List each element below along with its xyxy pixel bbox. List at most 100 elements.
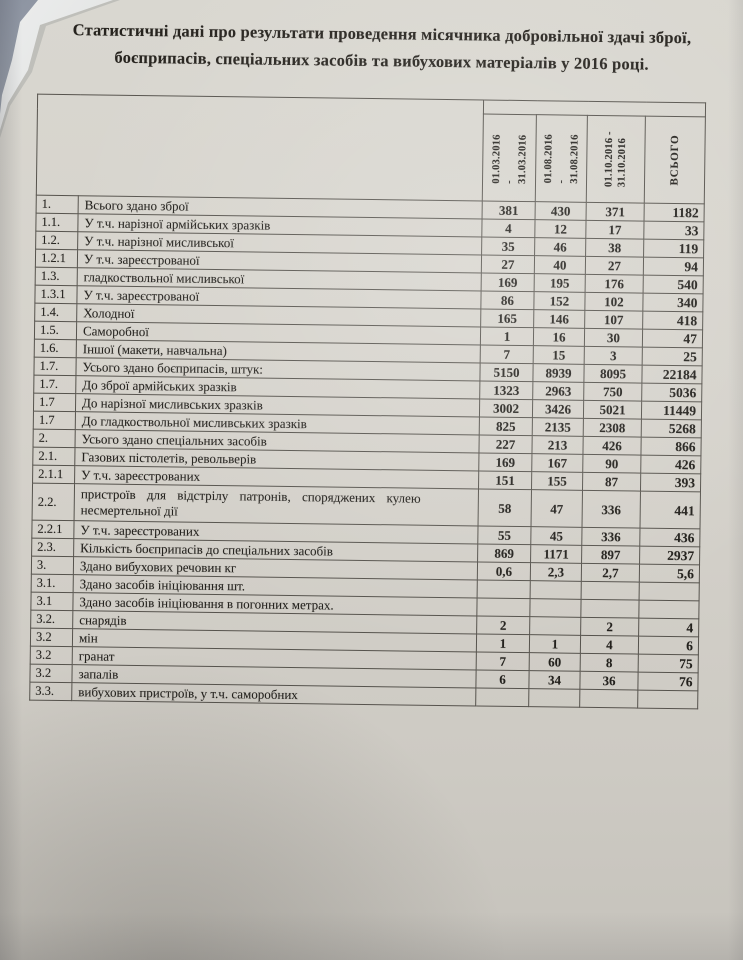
row-value-cell: 46 [534, 237, 586, 257]
row-value-cell: 151 [478, 470, 532, 490]
row-value-cell: 60 [529, 652, 581, 672]
row-value-cell: 17 [585, 220, 645, 240]
row-value-cell: 155 [531, 471, 583, 491]
row-number-cell: 3.3. [29, 682, 72, 701]
row-total-cell: 1182 [644, 203, 705, 222]
row-value-cell [529, 598, 582, 618]
row-total-cell: 426 [640, 455, 701, 474]
row-number-cell: 1.7 [33, 411, 76, 430]
row-value-cell: 27 [481, 254, 535, 274]
row-value-cell: 1 [529, 634, 581, 654]
header-spacer-row [36, 94, 706, 201]
row-number-cell: 2.3. [31, 538, 74, 557]
row-value-cell: 2,7 [581, 563, 640, 583]
row-value-cell: 176 [585, 274, 644, 294]
row-value-cell: 36 [579, 671, 639, 691]
row-value-cell: 195 [534, 273, 586, 293]
row-number-cell: 1.6. [34, 339, 77, 358]
row-total-cell: 11449 [641, 401, 702, 420]
row-value-cell: 8 [580, 653, 639, 673]
row-value-cell: 102 [584, 292, 644, 312]
column-header-period-0: 01.03.2016 - 31.03.2016 [482, 113, 537, 202]
row-total-cell: 866 [640, 437, 702, 456]
row-value-cell: 371 [586, 202, 645, 222]
row-value-cell: 47 [531, 489, 583, 528]
row-value-cell: 213 [531, 435, 584, 455]
row-total-cell: 25 [642, 347, 703, 366]
row-value-cell: 87 [582, 472, 641, 492]
row-total-cell: 22184 [641, 365, 703, 384]
column-header-text: 01.08.2016 - 31.08.2016 [542, 134, 581, 184]
row-value-cell: 16 [533, 327, 585, 347]
row-value-cell: 86 [480, 290, 535, 310]
row-value-cell: 2 [580, 617, 639, 637]
row-number-cell: 3. [31, 556, 74, 575]
row-value-cell: 1 [480, 326, 534, 346]
row-total-cell: 75 [638, 654, 699, 673]
row-value-cell: 2308 [583, 418, 642, 438]
row-value-cell: 336 [581, 527, 641, 547]
row-number-cell: 3.2 [30, 646, 73, 665]
row-number-cell: 1.4. [34, 303, 77, 322]
row-number-cell: 3.1. [31, 574, 74, 593]
document-sheet: Статистичні дані про результати проведен… [29, 20, 706, 710]
row-total-cell: 5,6 [639, 564, 700, 583]
column-header-text: 01.10.2016 - 31.10.2016 [603, 131, 629, 188]
row-value-cell: 34 [528, 670, 581, 690]
row-value-cell: 227 [478, 434, 533, 454]
row-value-cell: 90 [582, 454, 641, 474]
row-number-cell: 3.2 [29, 664, 73, 683]
row-value-cell: 8939 [532, 363, 585, 383]
row-total-cell: 441 [640, 491, 701, 529]
row-total-cell: 4 [638, 618, 699, 637]
row-value-cell: 7 [480, 344, 534, 364]
row-number-cell: 3.1 [30, 592, 74, 611]
row-number-cell: 3.2. [30, 610, 73, 629]
row-value-cell: 1171 [530, 544, 582, 564]
row-label-cell: пристроїв для відстрілу патронів, споряд… [74, 483, 479, 526]
row-value-cell: 165 [480, 308, 534, 328]
row-number-cell: 1.7 [33, 393, 76, 412]
row-number-cell: 2.1.1 [32, 465, 75, 484]
row-total-cell: 418 [642, 311, 703, 330]
row-value-cell: 40 [534, 255, 586, 275]
row-value-cell: 146 [533, 309, 585, 329]
row-total-cell: 119 [643, 239, 704, 258]
row-value-cell: 3002 [479, 398, 533, 418]
row-value-cell: 3 [584, 346, 643, 366]
row-value-cell [581, 581, 640, 601]
row-value-cell: 6 [475, 669, 530, 689]
column-header-period-2: 01.10.2016 - 31.10.2016 [586, 115, 646, 204]
row-value-cell: 336 [582, 490, 641, 529]
row-value-cell: 426 [582, 436, 642, 456]
row-total-cell: 2937 [639, 546, 700, 565]
row-value-cell: 2,3 [530, 562, 582, 582]
row-number-cell: 2.2.1 [31, 520, 75, 539]
row-total-cell: 436 [639, 528, 700, 547]
row-value-cell: 825 [479, 416, 533, 436]
row-total-cell: 76 [637, 672, 699, 691]
row-value-cell: 869 [477, 543, 531, 563]
row-value-cell: 12 [534, 219, 587, 239]
row-number-cell: 1.7. [33, 375, 76, 394]
row-value-cell [476, 597, 531, 617]
row-value-cell: 0,6 [477, 561, 531, 581]
row-number-cell: 2. [33, 429, 76, 448]
row-total-cell: 340 [642, 293, 704, 312]
row-number-cell: 1.3. [35, 267, 78, 286]
table-body: 1. Всього здано зброї 381 430 371 1182 1.1. У т… [29, 195, 705, 709]
row-number-cell: 2.2. [32, 483, 75, 521]
statistics-table: 01.03.2016 - 31.03.2016 01.08.2016 - 31.0… [29, 94, 706, 710]
row-value-cell: 169 [478, 452, 532, 472]
row-value-cell: 4 [580, 635, 639, 655]
row-value-cell: 7 [476, 651, 530, 671]
row-value-cell [477, 579, 531, 599]
row-value-cell: 1 [476, 633, 530, 653]
column-header-period-1: 01.08.2016 - 31.08.2016 [535, 114, 588, 203]
row-value-cell: 1323 [479, 380, 533, 400]
folder-corner [0, 0, 140, 170]
row-total-cell: 393 [640, 473, 701, 492]
row-value-cell: 169 [481, 272, 535, 292]
row-number-cell: 1.1. [35, 213, 79, 232]
